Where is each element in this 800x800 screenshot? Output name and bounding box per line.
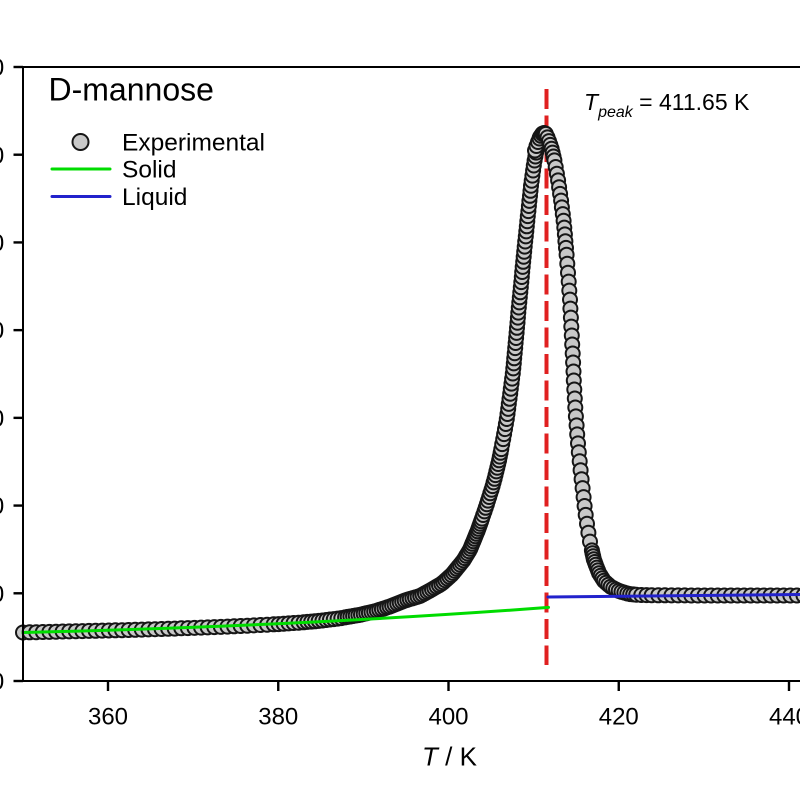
svg-text:0: 0 [0, 581, 4, 608]
svg-text:0: 0 [0, 55, 4, 82]
svg-text:0: 0 [0, 230, 4, 257]
svg-text:0: 0 [0, 318, 4, 345]
svg-text:0: 0 [0, 142, 4, 169]
svg-text:440: 440 [769, 704, 800, 731]
svg-text:400: 400 [428, 704, 468, 731]
svg-text:0: 0 [0, 669, 4, 696]
svg-text:Tpeak = 411.65 K: Tpeak = 411.65 K [584, 89, 750, 121]
svg-text:T / K: T / K [422, 742, 478, 772]
svg-text:380: 380 [258, 704, 298, 731]
svg-text:Experimental: Experimental [122, 130, 265, 157]
svg-text:D-mannose: D-mannose [49, 72, 214, 108]
svg-text:360: 360 [88, 704, 128, 731]
svg-text:0: 0 [0, 493, 4, 520]
svg-text:420: 420 [599, 704, 639, 731]
svg-text:Solid: Solid [122, 157, 176, 184]
svg-text:Liquid: Liquid [122, 184, 187, 211]
svg-text:0: 0 [0, 405, 4, 432]
